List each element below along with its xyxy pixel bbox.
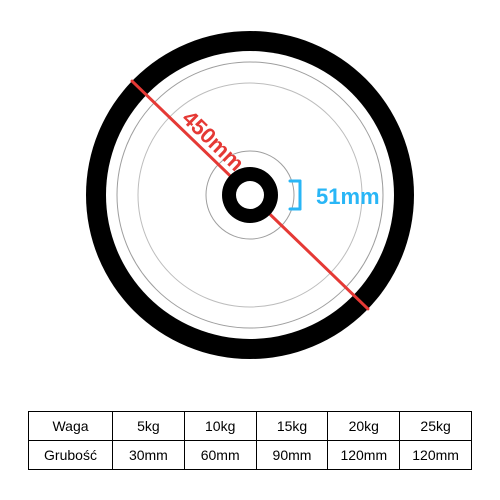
cell: 10kg: [184, 412, 256, 441]
cell: 30mm: [113, 441, 185, 470]
spec-table: Waga5kg10kg15kg20kg25kgGrubość30mm60mm90…: [28, 411, 472, 470]
plate-diagram: 450mm 51mm: [0, 0, 500, 395]
cell: 5kg: [113, 412, 185, 441]
table-row: Grubość30mm60mm90mm120mm120mm: [29, 441, 472, 470]
row-header: Grubość: [29, 441, 113, 470]
cell: 120mm: [328, 441, 400, 470]
cell: 60mm: [184, 441, 256, 470]
cell: 90mm: [256, 441, 328, 470]
table-row: Waga5kg10kg15kg20kg25kg: [29, 412, 472, 441]
plate-svg: [0, 0, 500, 395]
cell: 20kg: [328, 412, 400, 441]
cell: 120mm: [400, 441, 472, 470]
cell: 25kg: [400, 412, 472, 441]
cell: 15kg: [256, 412, 328, 441]
hole-diameter-label: 51mm: [316, 184, 380, 210]
row-header: Waga: [29, 412, 113, 441]
